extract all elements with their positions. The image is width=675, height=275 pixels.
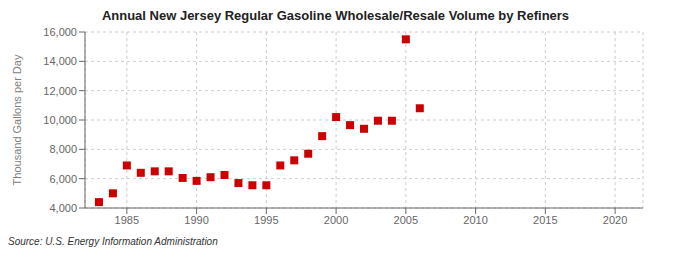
svg-text:4,000: 4,000 <box>49 202 77 214</box>
svg-text:2015: 2015 <box>533 214 557 226</box>
svg-text:16,000: 16,000 <box>43 27 77 38</box>
svg-text:1985: 1985 <box>115 214 139 226</box>
svg-text:1995: 1995 <box>254 214 278 226</box>
html-text:Annual New Jersey Regular Gaso: Annual New Jersey Regular Gasoline Whole… <box>101 8 570 23</box>
svg-text:2020: 2020 <box>603 214 627 226</box>
svg-text:8,000: 8,000 <box>49 143 77 155</box>
svg-text:Thousand Gallons per Day: Thousand Gallons per Day <box>11 54 23 185</box>
svg-text:2005: 2005 <box>394 214 418 226</box>
svg-text:1990: 1990 <box>184 214 208 226</box>
svg-text:12,000: 12,000 <box>43 85 77 97</box>
svg-text:6,000: 6,000 <box>49 173 77 185</box>
svg-text:14,000: 14,000 <box>43 55 77 67</box>
svg-text:10,000: 10,000 <box>43 114 77 126</box>
svg-text:2010: 2010 <box>463 214 487 226</box>
html-text:Source: U.S. Energy Informatio: Source: U.S. Energy Information Administ… <box>8 236 218 247</box>
svg-text:2000: 2000 <box>324 214 348 226</box>
